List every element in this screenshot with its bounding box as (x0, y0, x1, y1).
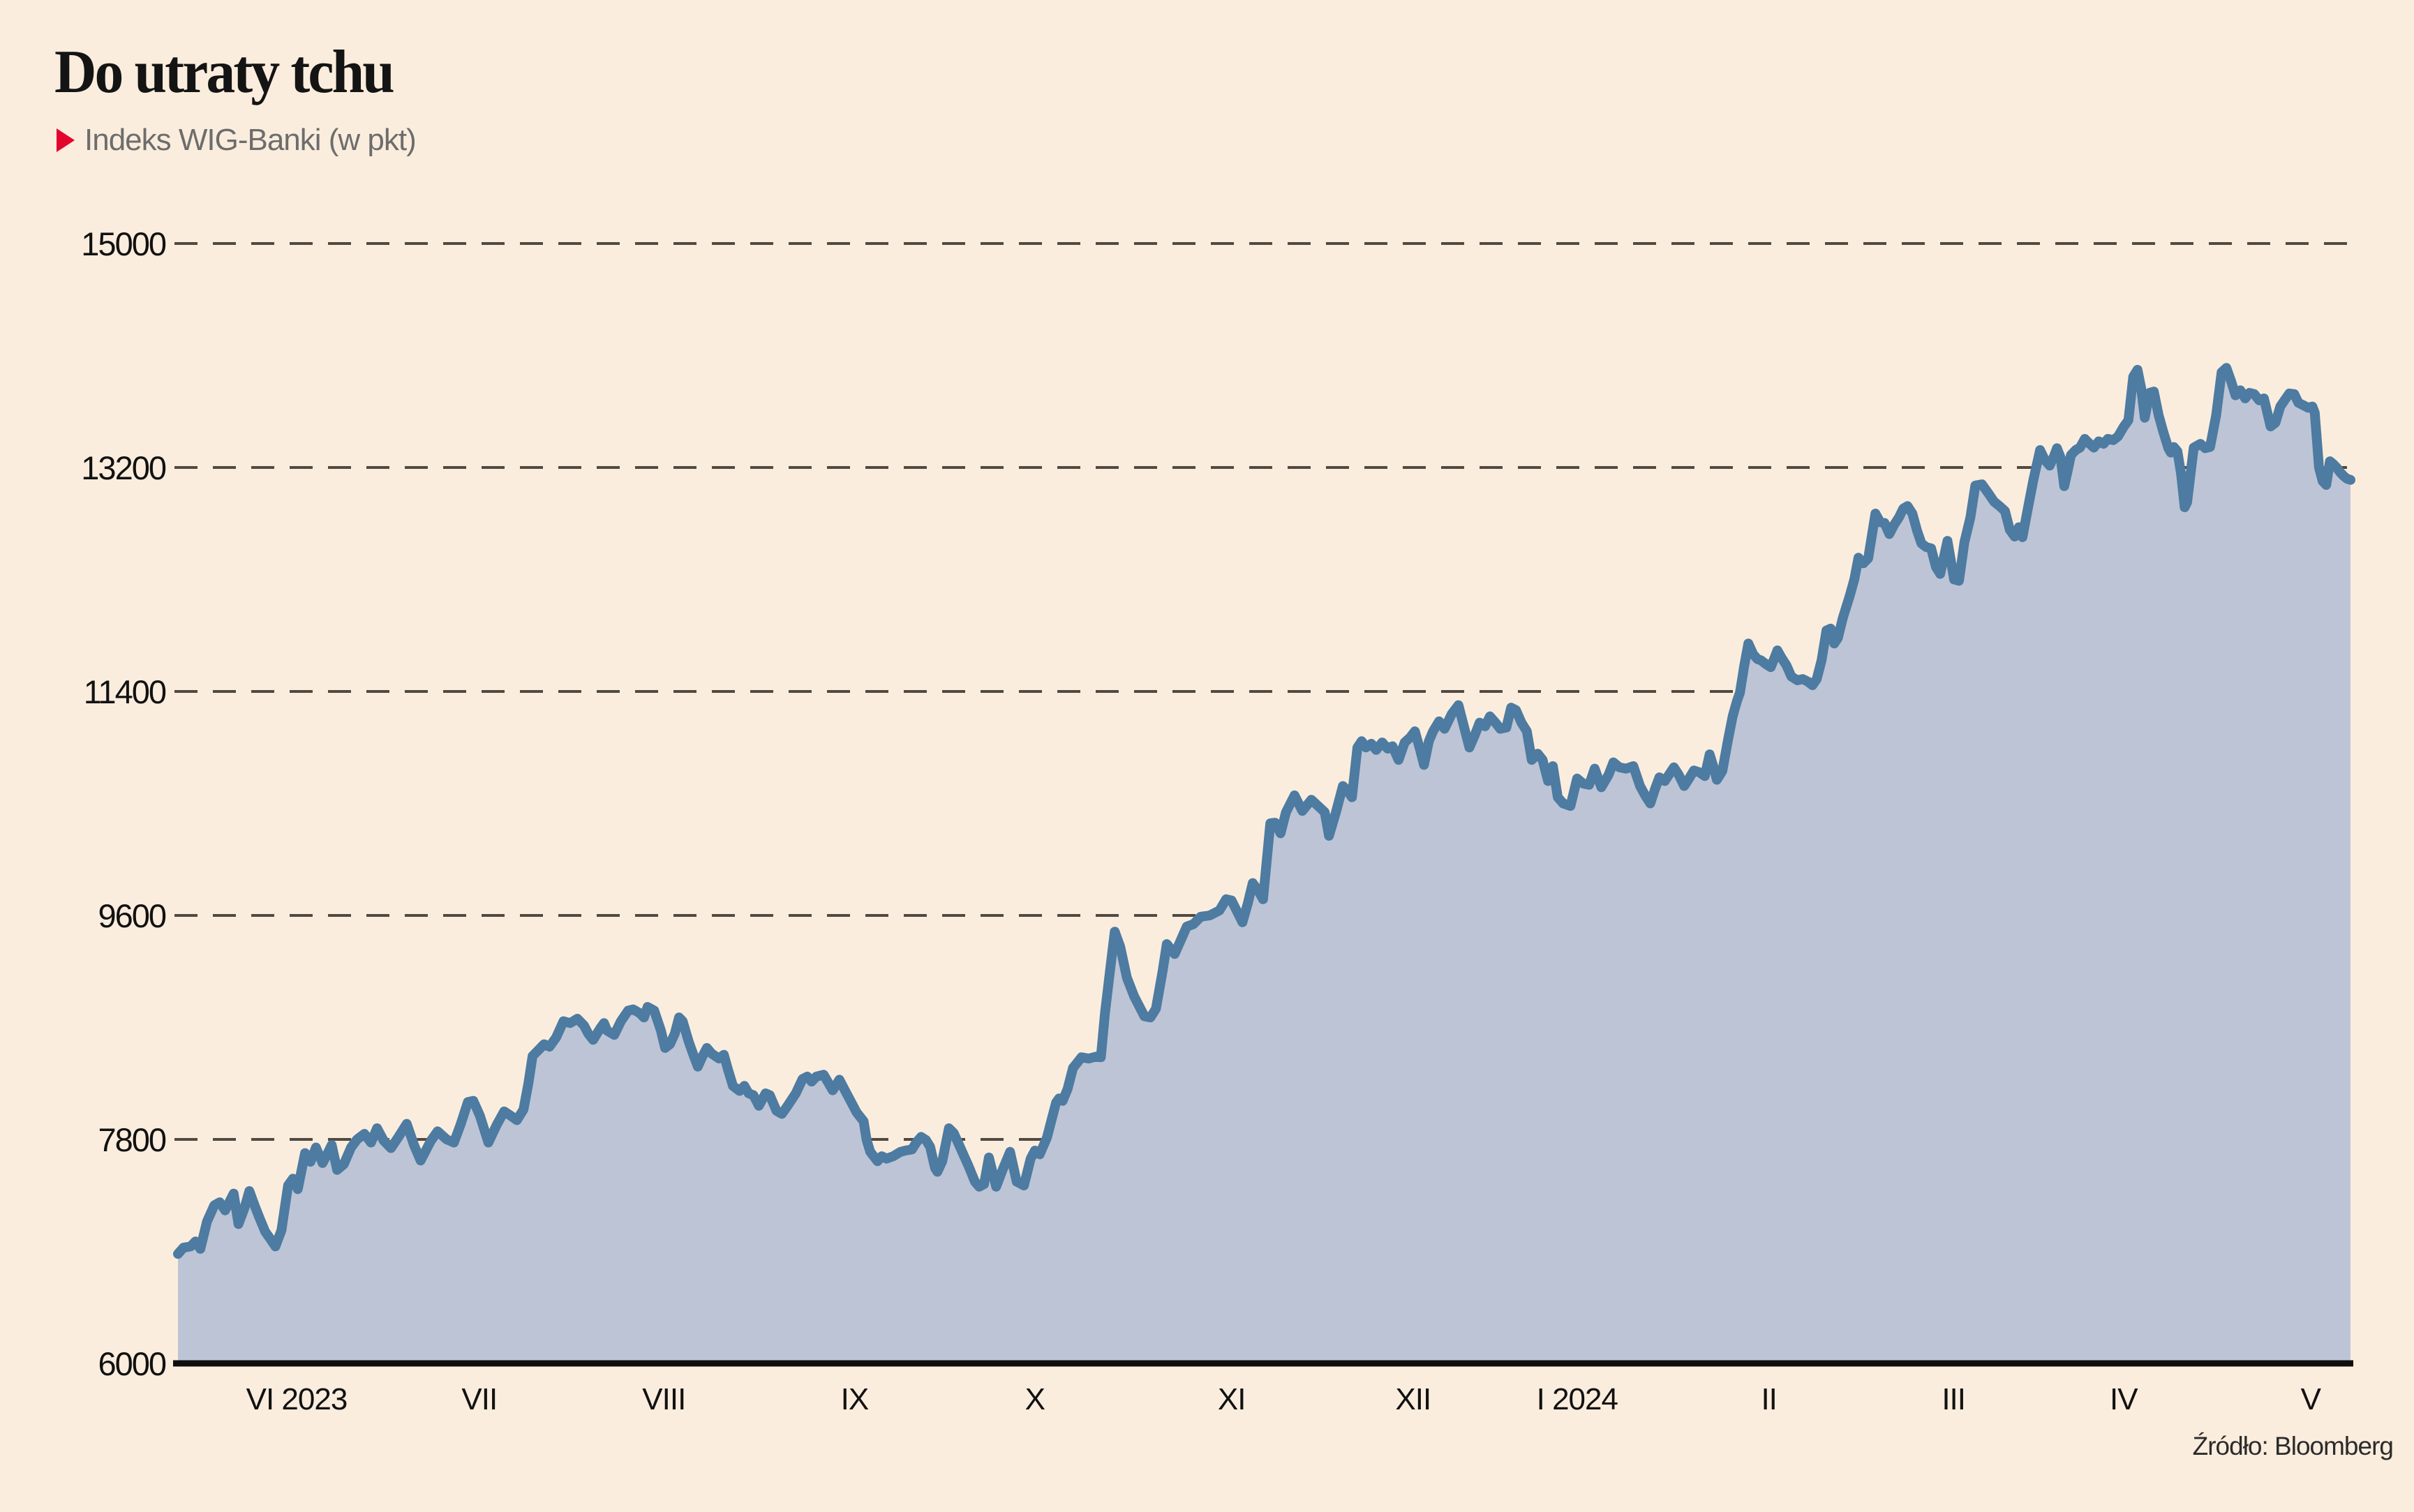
x-axis-label: V (2301, 1382, 2322, 1416)
x-axis-label: III (1942, 1382, 1965, 1416)
page-title: Do utraty tchu (54, 38, 395, 106)
y-axis-label: 7800 (98, 1121, 165, 1158)
area-fill (178, 368, 2350, 1363)
x-axis-label: X (1025, 1382, 1045, 1416)
chart-header: Do utraty tchu Indeks WIG-Banki (w pkt) (54, 38, 417, 158)
subtitle-row: Indeks WIG-Banki (w pkt) (54, 123, 417, 158)
x-axis-label: II (1761, 1382, 1776, 1416)
x-axis-label: XI (1218, 1382, 1246, 1416)
x-axis-label: IX (841, 1382, 869, 1416)
x-axis-label: VII (461, 1382, 497, 1416)
y-axis-label: 13200 (81, 449, 166, 486)
x-axis-label: I 2024 (1537, 1382, 1618, 1416)
y-axis-label: 9600 (98, 897, 165, 934)
x-axis-label: IV (2110, 1382, 2138, 1416)
x-axis-label: XII (1395, 1382, 1431, 1416)
source-label: Źródło: Bloomberg (2192, 1432, 2394, 1460)
red-triangle-icon (57, 128, 75, 152)
y-axis-label: 6000 (98, 1345, 165, 1382)
y-axis-label: 11400 (84, 673, 166, 710)
x-axis-label: VIII (642, 1382, 685, 1416)
index-line (173, 363, 2355, 1259)
chart-subtitle: Indeks WIG-Banki (w pkt) (84, 123, 417, 157)
x-axis-label: VI 2023 (246, 1382, 348, 1416)
y-axis-label: 15000 (81, 225, 166, 262)
